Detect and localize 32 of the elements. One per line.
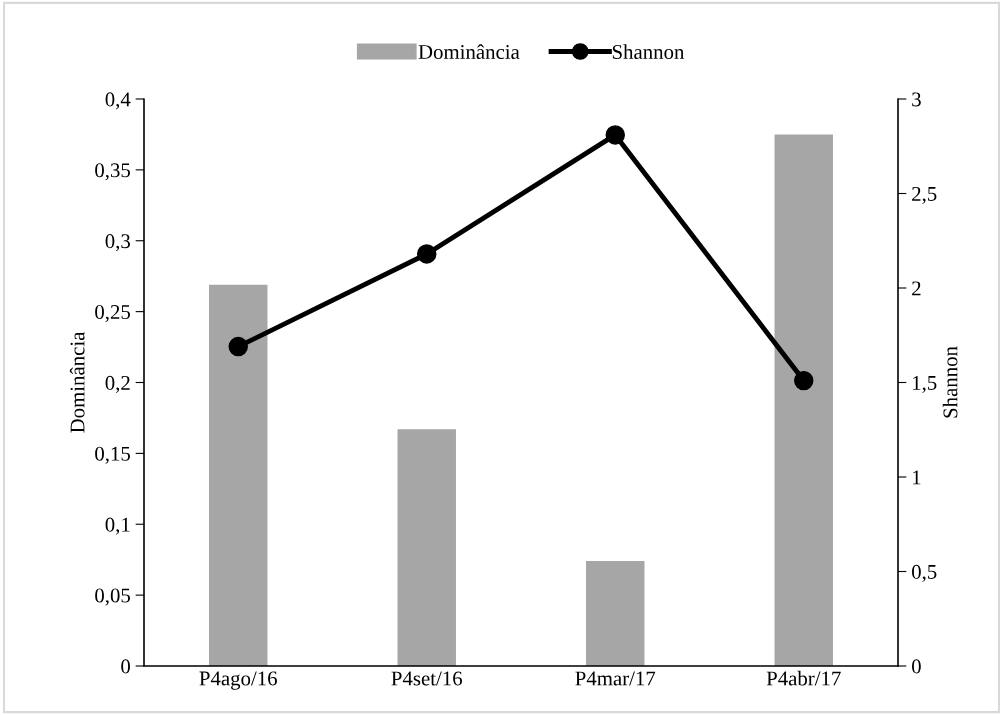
y-tick-label: 0,35 (95, 163, 130, 181)
point (228, 336, 248, 357)
x-tick-label: P4mar/17 (575, 671, 656, 686)
bar (397, 429, 456, 666)
bar (774, 134, 833, 666)
y-tick-label: 0,25 (95, 305, 130, 323)
y-tick-label: 0,2 (105, 375, 130, 393)
y-tick-label: 0,3 (105, 234, 130, 252)
y-tick-label: 0,15 (95, 446, 130, 464)
y2-tick-label: 3 (912, 92, 921, 107)
y2-tick-label: 0,5 (911, 564, 937, 582)
point (417, 244, 437, 264)
y-tick-label: 0 (121, 659, 131, 674)
y-tick-label: 0,05 (95, 588, 130, 606)
y2-tick-label: 2 (912, 281, 921, 296)
y2-tick-label: 1,5 (913, 375, 937, 393)
y-tick-label: 0,1 (105, 517, 130, 535)
y-axis-title: Dominância (69, 331, 85, 433)
point (605, 125, 625, 145)
bar (586, 561, 645, 666)
legend-label: Dominância (418, 44, 520, 60)
legend-label: Shannon (612, 44, 685, 60)
point (794, 370, 814, 391)
bar (209, 284, 268, 666)
y2-tick-label: 0 (911, 659, 921, 674)
y-tick-label: 0,4 (105, 92, 131, 110)
y2-tick-label: 1 (913, 470, 921, 485)
x-tick-label: P4abr/17 (766, 670, 841, 686)
y2-axis-title: Shannon (942, 346, 958, 418)
y2-tick-label: 2,5 (912, 186, 937, 204)
x-tick-label: P4ago/16 (199, 671, 277, 690)
x-tick-label: P4set/16 (391, 671, 463, 686)
